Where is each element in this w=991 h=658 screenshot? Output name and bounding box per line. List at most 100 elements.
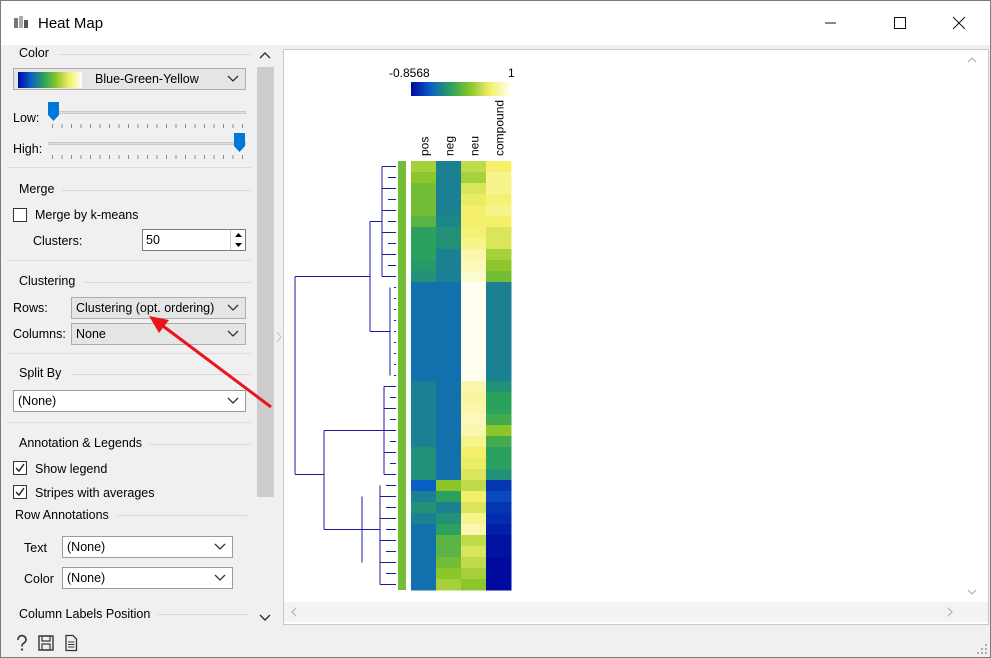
heatmap-cell xyxy=(461,205,487,217)
heatmap-cell xyxy=(436,183,462,195)
legend-min-label: -0.8568 xyxy=(389,66,430,80)
close-button[interactable] xyxy=(936,1,982,45)
heatmap-cell xyxy=(461,249,487,261)
heatmap-plot: -0.8568 1 pos neg neu compound xyxy=(294,66,515,591)
canvas-horizontal-scrollbar[interactable] xyxy=(284,602,988,622)
heatmap-cell xyxy=(461,546,487,558)
low-slider-handle[interactable] xyxy=(48,102,59,121)
split-by-combo[interactable]: (None) xyxy=(13,390,246,412)
heatmap-cell xyxy=(436,414,462,426)
columns-clustering-value: None xyxy=(76,327,106,341)
clusters-value: 50 xyxy=(146,233,160,247)
row-annotations-title: Row Annotations xyxy=(15,508,109,522)
split-by-value: (None) xyxy=(18,394,57,408)
splitter-handle-icon[interactable] xyxy=(275,331,283,343)
low-slider-track[interactable] xyxy=(48,111,246,114)
heatmap-cell xyxy=(436,359,462,371)
heatmap-cell xyxy=(486,293,512,305)
clusters-spinbox[interactable]: 50 xyxy=(142,229,246,251)
heatmap-cell xyxy=(436,557,462,569)
high-label: High: xyxy=(13,142,43,156)
heatmap-cell xyxy=(461,326,487,338)
clustering-group-line xyxy=(84,282,251,283)
color-group-title: Color xyxy=(19,46,49,60)
chevron-down-icon[interactable] xyxy=(255,609,275,627)
high-slider-track[interactable] xyxy=(48,142,246,145)
spin-up-icon[interactable] xyxy=(231,230,246,240)
column-label-neg: neg xyxy=(443,136,457,156)
heatmap-cell xyxy=(411,227,437,239)
chevron-right-icon[interactable] xyxy=(944,606,956,618)
heatmap-cell xyxy=(486,260,512,272)
heatmap-cell xyxy=(411,568,437,580)
heatmap-cell xyxy=(461,194,487,206)
heatmap-cell xyxy=(436,458,462,470)
palette-value: Blue-Green-Yellow xyxy=(95,72,199,86)
heatmap-cell xyxy=(436,568,462,580)
heatmap-cell xyxy=(486,524,512,536)
heatmap-cell xyxy=(461,447,487,459)
heatmap-cell xyxy=(411,425,437,437)
column-label-neu: neu xyxy=(468,136,482,156)
stripes-averages-label: Stripes with averages xyxy=(35,486,155,500)
merge-group-line xyxy=(62,190,251,191)
heatmap-cell xyxy=(436,282,462,294)
help-icon[interactable] xyxy=(13,634,31,652)
scrollbar-thumb[interactable] xyxy=(257,67,274,497)
heatmap-cell xyxy=(461,315,487,327)
heatmap-cell xyxy=(436,546,462,558)
chevron-up-icon[interactable] xyxy=(964,54,980,66)
red-annotation-arrow xyxy=(149,316,272,409)
heatmap-cell xyxy=(411,205,437,217)
heatmap-cell xyxy=(486,315,512,327)
chevron-up-icon[interactable] xyxy=(255,47,275,65)
column-labels-line xyxy=(157,614,247,615)
left-panel-scrollbar[interactable] xyxy=(255,45,275,629)
heatmap-cell xyxy=(411,414,437,426)
heatmap-cell xyxy=(436,425,462,437)
high-slider-handle[interactable] xyxy=(234,133,245,152)
columns-label: Columns: xyxy=(13,327,66,341)
save-icon[interactable] xyxy=(37,634,55,652)
heatmap-cell xyxy=(486,172,512,184)
chevron-left-icon[interactable] xyxy=(288,606,300,618)
heatmap-cell xyxy=(486,557,512,569)
heatmap-cell xyxy=(486,216,512,228)
heatmap-cell xyxy=(436,524,462,536)
merge-separator xyxy=(7,260,251,261)
chevron-down-icon xyxy=(214,574,226,581)
heatmap-cell xyxy=(411,381,437,393)
text-annotation-combo[interactable]: (None) xyxy=(62,536,233,558)
heatmap-cell xyxy=(411,161,437,173)
chevron-down-icon xyxy=(227,330,239,337)
show-legend-checkbox[interactable] xyxy=(13,461,27,475)
heatmap-cell xyxy=(486,546,512,558)
heatmap-cell xyxy=(411,216,437,228)
spin-down-icon[interactable] xyxy=(231,240,246,250)
color-annotation-combo[interactable]: (None) xyxy=(62,567,233,589)
heatmap-cell xyxy=(461,161,487,173)
heatmap-cell xyxy=(486,447,512,459)
palette-combo[interactable]: Blue-Green-Yellow xyxy=(13,68,246,90)
minimize-button[interactable] xyxy=(808,1,854,45)
chevron-down-icon[interactable] xyxy=(964,586,980,598)
clusters-spin-buttons[interactable] xyxy=(230,230,245,250)
heatmap-cell xyxy=(436,436,462,448)
color-separator xyxy=(7,167,251,168)
heatmap-cell xyxy=(461,183,487,195)
heatmap-cell xyxy=(436,579,462,591)
high-slider-ticks xyxy=(52,155,244,159)
heatmap-cell xyxy=(461,304,487,316)
merge-kmeans-checkbox[interactable] xyxy=(13,208,27,222)
report-icon[interactable] xyxy=(62,634,80,652)
stripes-averages-checkbox[interactable] xyxy=(13,485,27,499)
clustering-group-title: Clustering xyxy=(19,274,76,288)
maximize-button[interactable] xyxy=(877,1,923,45)
close-icon xyxy=(952,16,966,30)
heatmap-canvas: -0.8568 1 pos neg neu compound xyxy=(283,49,989,625)
heatmap-cell xyxy=(461,535,487,547)
resize-grip-icon[interactable] xyxy=(976,643,988,655)
heatmap-cell xyxy=(486,513,512,525)
heatmap-cell xyxy=(486,425,512,437)
heatmap-cell xyxy=(461,227,487,239)
